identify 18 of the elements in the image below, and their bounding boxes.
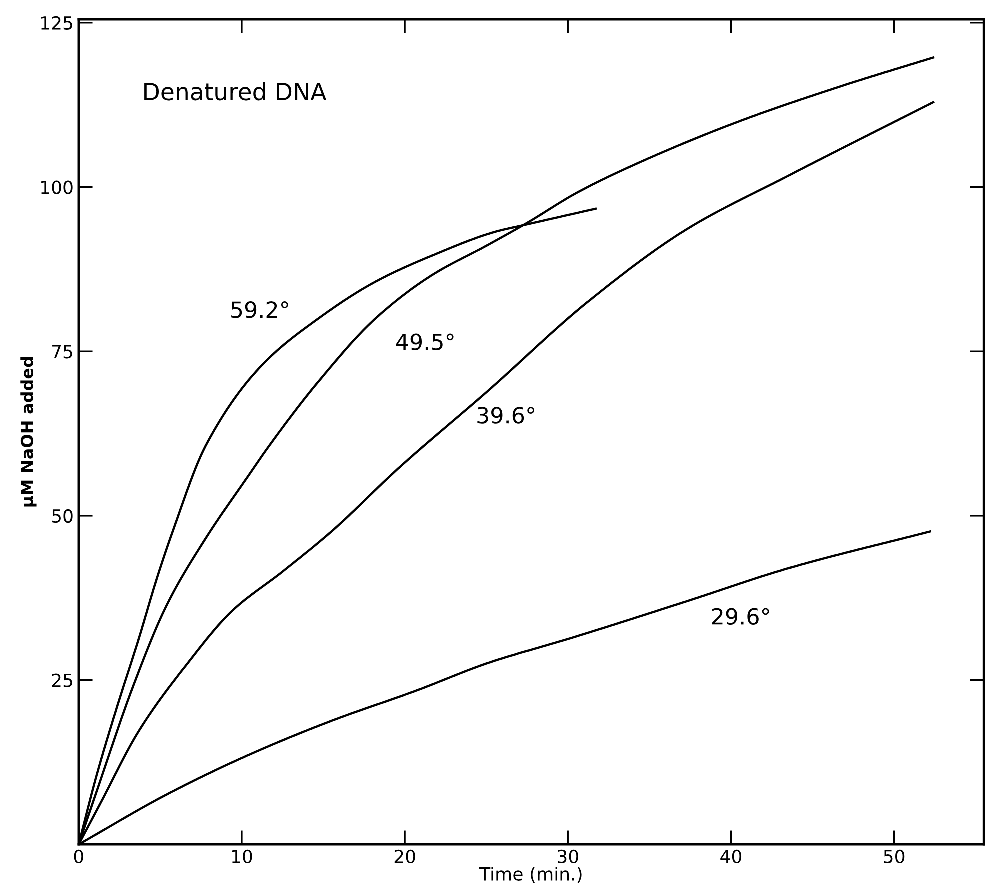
x-axis-title: Time (min.) bbox=[480, 867, 582, 884]
x-tick-label: 10 bbox=[232, 850, 252, 864]
x-tick-label: 0 bbox=[74, 850, 84, 864]
series-label: 59.2° bbox=[232, 302, 288, 318]
series-label: 29.6° bbox=[712, 608, 770, 625]
x-tick-label: 20 bbox=[394, 850, 416, 864]
y-axis-title: μM NaOH added bbox=[20, 357, 37, 507]
y-tick-label: 75 bbox=[52, 345, 72, 359]
y-tick-label: 25 bbox=[52, 674, 72, 688]
series-label: 39.6° bbox=[478, 407, 534, 424]
x-tick-label: 30 bbox=[558, 850, 578, 864]
y-tick-label: 50 bbox=[52, 509, 73, 524]
x-tick-label: 40 bbox=[720, 850, 742, 864]
series-label: 49.5° bbox=[396, 334, 454, 350]
y-tick-label: 125 bbox=[42, 16, 72, 30]
x-tick-label: 50 bbox=[884, 850, 905, 864]
text: Denatured DNA bbox=[144, 82, 327, 101]
y-tick-label: 100 bbox=[42, 180, 73, 194]
